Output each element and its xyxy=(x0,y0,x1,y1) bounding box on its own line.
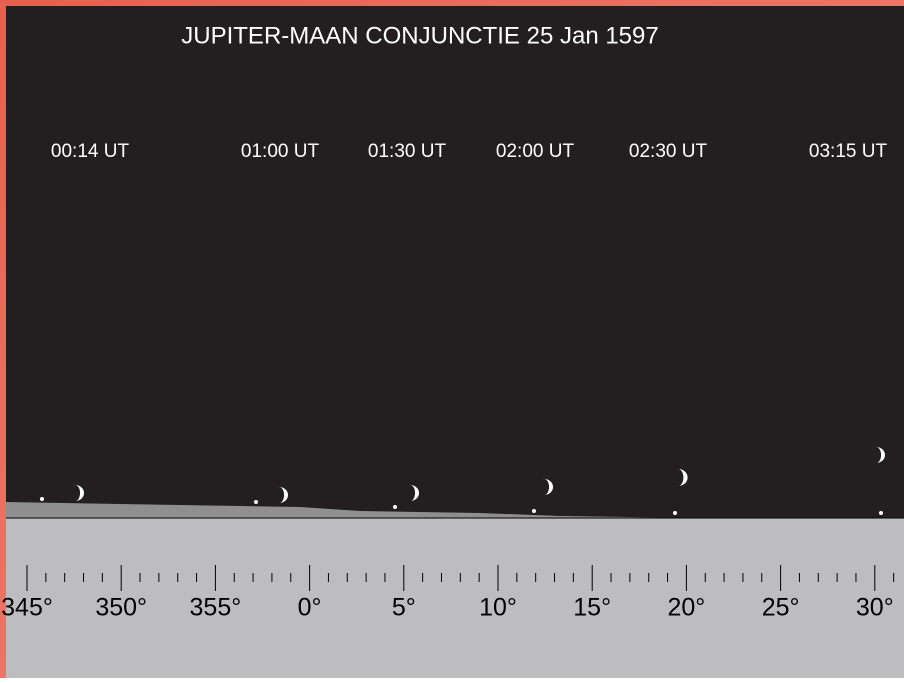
time-label: 00:14 UT xyxy=(51,141,130,162)
moon xyxy=(409,484,420,501)
moon xyxy=(875,446,886,463)
azimuth-label: 5° xyxy=(392,594,416,622)
sky xyxy=(6,6,904,518)
azimuth-label: 25° xyxy=(762,594,800,622)
azimuth-label: 10° xyxy=(479,594,517,622)
azimuth-label: 355° xyxy=(190,594,242,622)
azimuth-label: 0° xyxy=(298,594,322,622)
horizon-profile xyxy=(6,502,700,518)
azimuth-label: 15° xyxy=(573,594,611,622)
jupiter xyxy=(40,497,44,501)
time-label: 01:30 UT xyxy=(368,141,447,162)
ground xyxy=(6,518,904,678)
moon xyxy=(543,478,554,495)
jupiter xyxy=(393,505,397,509)
time-label: 02:00 UT xyxy=(496,141,575,162)
moons xyxy=(74,446,886,503)
azimuth-label: 30° xyxy=(856,594,894,622)
azimuth-scale: 345° 350° 355° 0° 5° 10° 15° 20° 25° 30° xyxy=(1,565,895,622)
jupiter-positions xyxy=(40,497,883,515)
time-label: 02:30 UT xyxy=(629,141,708,162)
time-label: 01:00 UT xyxy=(241,141,320,162)
jupiter xyxy=(879,511,883,515)
jupiter xyxy=(673,511,677,515)
moon xyxy=(74,484,85,501)
title: JUPITER-MAAN CONJUNCTIE 25 Jan 1597 xyxy=(181,22,658,49)
azimuth-label: 20° xyxy=(667,594,705,622)
moon xyxy=(677,468,688,486)
moon xyxy=(278,486,289,503)
time-label: 03:15 UT xyxy=(809,141,888,162)
azimuth-label: 345° xyxy=(1,594,53,622)
jupiter xyxy=(532,509,536,513)
jupiter xyxy=(254,500,258,504)
azimuth-label: 350° xyxy=(95,594,147,622)
